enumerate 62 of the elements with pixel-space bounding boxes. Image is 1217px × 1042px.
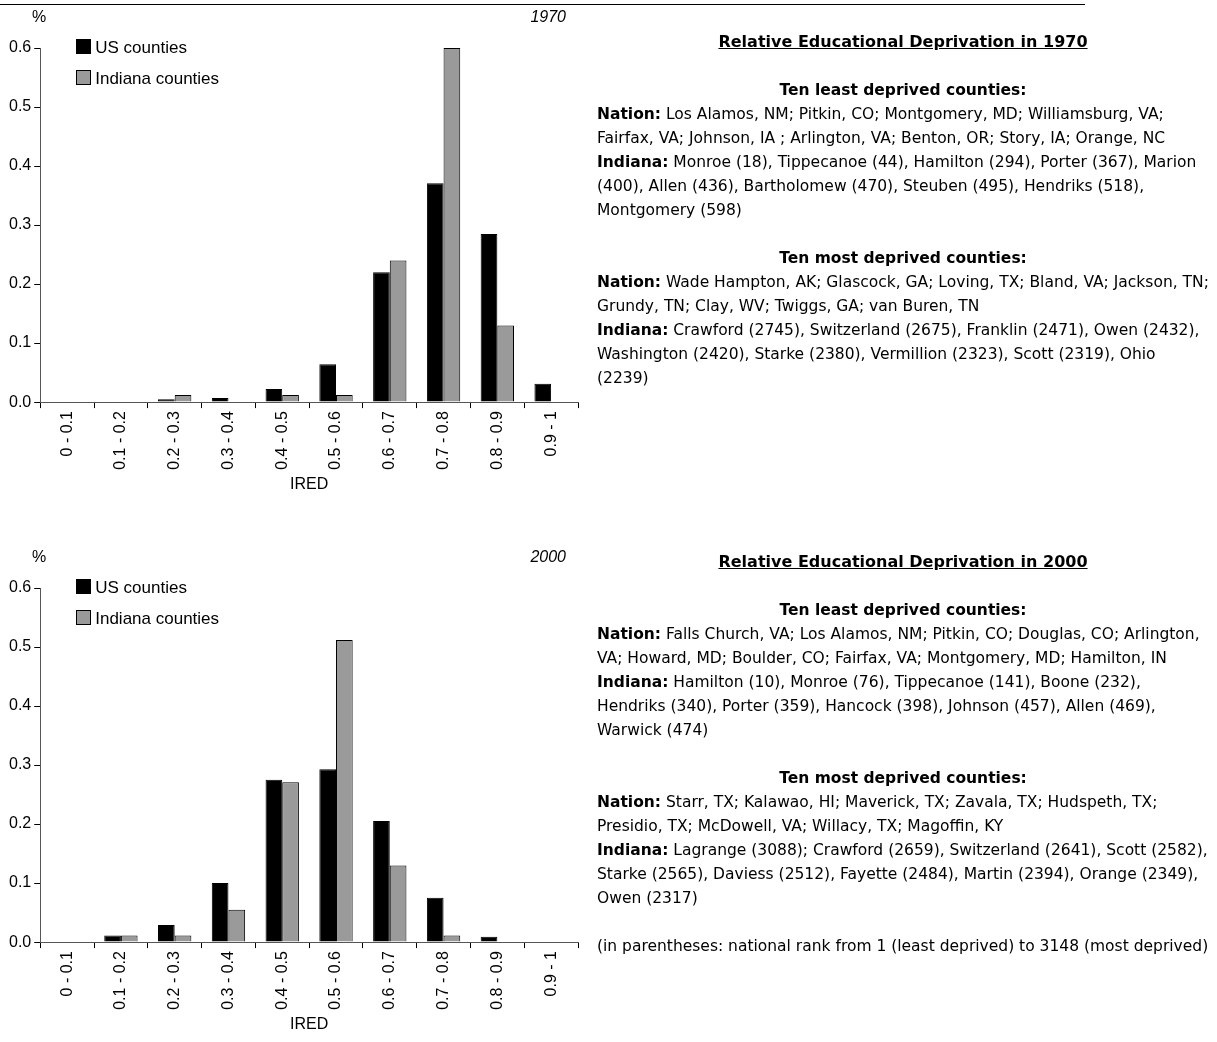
text: Relative Educational Deprivation in 1970 (717, 31, 1089, 53)
x-tick-label: 0.5 - 0.6 (326, 411, 344, 470)
text: (in parentheses: national rank from 1 (least deprived) to 3148 (most deprived) (597, 936, 1209, 957)
text: Ten most deprived counties: (778, 768, 1028, 789)
y-tick-label: 0.0 (8, 392, 32, 410)
text: Nation: Falls Church, VA; Los Alamos, NM; Pitkin, CO; Douglas, CO; Arlington, VA; Howard, MD; Boulder, CO; Fairfax, VA; Montgomery, MD; Hamilton, IN (597, 624, 1201, 669)
legend-label: Indiana counties (95, 609, 220, 628)
legend-label: US counties (95, 578, 187, 597)
y-axis-title: % (32, 548, 47, 566)
x-axis-title: IRED (290, 474, 329, 492)
x-tick-label: 0.5 - 0.6 (326, 951, 344, 1010)
x-tick-label: 0.8 - 0.9 (487, 411, 505, 470)
x-tick-label: 0.6 - 0.7 (380, 951, 398, 1010)
text: Ten least deprived counties: (778, 80, 1028, 101)
text: Indiana: Monroe (18), Tippecanoe (44), Hamilton (294), Porter (367), Marion (400), Allen (436), Bartholomew (470), Steuben (495), Hendriks (518), Montgomery (598) (597, 152, 1198, 221)
y-tick-label: 0.1 (8, 333, 32, 351)
x-tick-label: 0.3 - 0.4 (218, 951, 236, 1010)
x-tick-label: 0.1 - 0.2 (111, 411, 129, 470)
y-tick-label: 0.6 (8, 38, 32, 56)
x-tick-label: 0.2 - 0.3 (165, 411, 183, 470)
x-tick-label: 0.7 - 0.8 (433, 951, 451, 1010)
text: Nation: Starr, TX; Kalawao, HI; Maverick, TX; Zavala, TX; Hudspeth, TX; Presidio, TX; McDowell, VA; Willacy, TX; Magoffin, KY (597, 792, 1159, 837)
y-tick-label: 0.3 (8, 215, 32, 233)
x-tick-label: 0.6 - 0.7 (380, 411, 398, 470)
y-tick-label: 0.6 (8, 578, 32, 596)
text: Indiana: Lagrange (3088); Crawford (2659), Switzerland (2641), Scott (2582), Starke (2565), Daviess (2512), Fayette (2484), Martin (2394), Orange (2349), Owen (2317) (597, 840, 1209, 909)
text: Indiana: Hamilton (10), Monroe (76), Tippecanoe (141), Boone (232), Hendriks (340), Porter (359), Hancock (398), Johnson (457), Allen (469), Warwick (474) (597, 672, 1157, 741)
y-tick-label: 0.5 (8, 97, 32, 115)
x-axis-title: IRED (290, 1014, 329, 1032)
x-tick-label: 0 - 0.1 (57, 951, 75, 997)
y-tick-label: 0.5 (8, 637, 32, 655)
x-tick-label: 0.3 - 0.4 (218, 411, 236, 470)
text: Ten most deprived counties: (778, 248, 1028, 269)
x-tick-label: 0.1 - 0.2 (111, 951, 129, 1010)
x-tick-label: 0.7 - 0.8 (433, 411, 451, 470)
y-tick-label: 0.1 (8, 873, 32, 891)
y-tick-label: 0.2 (8, 274, 32, 292)
y-axis-title: % (32, 8, 47, 26)
text: 1970 (530, 8, 566, 26)
bar (319, 769, 337, 942)
text: Nation: Wade Hampton, AK; Glascock, GA; Loving, TX; Bland, VA; Jackson, TN; Grundy, TN; Clay, WV; Twiggs, GA; van Buren, TN (597, 272, 1209, 317)
x-tick-label: 0.2 - 0.3 (165, 951, 183, 1010)
text: Ten least deprived counties: (778, 600, 1028, 621)
y-tick-label: 0.0 (8, 932, 32, 950)
x-tick-label: 0.9 - 1 (541, 951, 559, 997)
y-tick-label: 0.4 (8, 156, 32, 174)
y-tick-label: 0.2 (8, 814, 32, 832)
x-tick-label: 0.4 - 0.5 (272, 951, 290, 1010)
x-tick-label: 0.4 - 0.5 (272, 411, 290, 470)
x-tick-label: 0.9 - 1 (541, 411, 559, 457)
y-tick-label: 0.4 (8, 696, 32, 714)
text: 2000 (530, 548, 566, 566)
x-tick-label: 0 - 0.1 (57, 411, 75, 457)
x-tick-label: 0.8 - 0.9 (487, 951, 505, 1010)
text: Nation: Los Alamos, NM; Pitkin, CO; Montgomery, MD; Williamsburg, VA; Fairfax, VA; Johnson, IA ; Arlington, VA; Benton, OR; Story, IA; Orange, NC (597, 104, 1167, 149)
text: Relative Educational Deprivation in 2000 (717, 551, 1089, 573)
legend-label: Indiana counties (95, 69, 220, 88)
bar (265, 779, 283, 942)
text: Indiana: Crawford (2745), Switzerland (2675), Franklin (2471), Owen (2432), Washington (2420), Starke (2380), Vermillion (2323), Scott (2319), Ohio (2239) (597, 320, 1201, 389)
legend-label: US counties (95, 38, 187, 57)
y-tick-label: 0.3 (8, 755, 32, 773)
bar (480, 233, 498, 402)
